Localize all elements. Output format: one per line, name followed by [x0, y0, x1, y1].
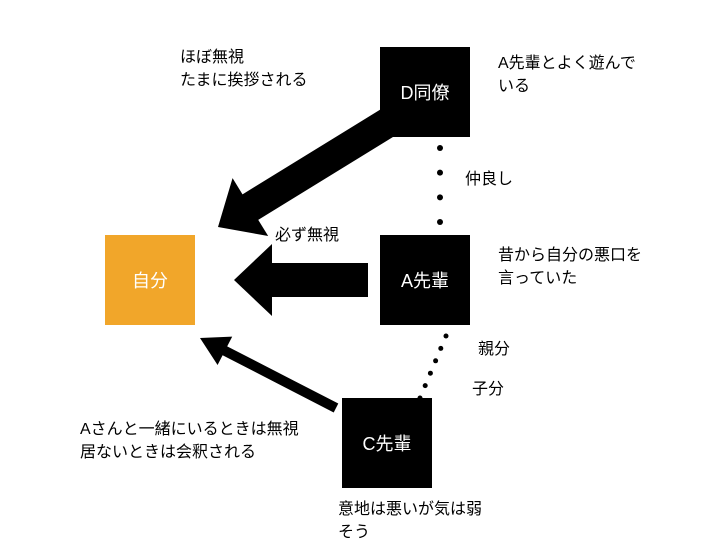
label-c-below: 意地は悪いが気は弱 そう [338, 498, 482, 544]
label-d-left: ほぼ無視 たまに挨拶される [180, 46, 308, 92]
label-da-mid: 仲良し [465, 168, 513, 191]
label-c-left: Aさんと一緒にいるときは無視 居ないときは会釈される [80, 418, 299, 464]
label-ac-oya: 親分 [478, 338, 510, 361]
label-a-right: 昔から自分の悪口を 言っていた [498, 244, 642, 290]
label-a-above: 必ず無視 [275, 224, 339, 247]
label-d-right: A先輩とよく遊んで いる [498, 52, 636, 98]
label-ac-ko: 子分 [472, 378, 504, 401]
